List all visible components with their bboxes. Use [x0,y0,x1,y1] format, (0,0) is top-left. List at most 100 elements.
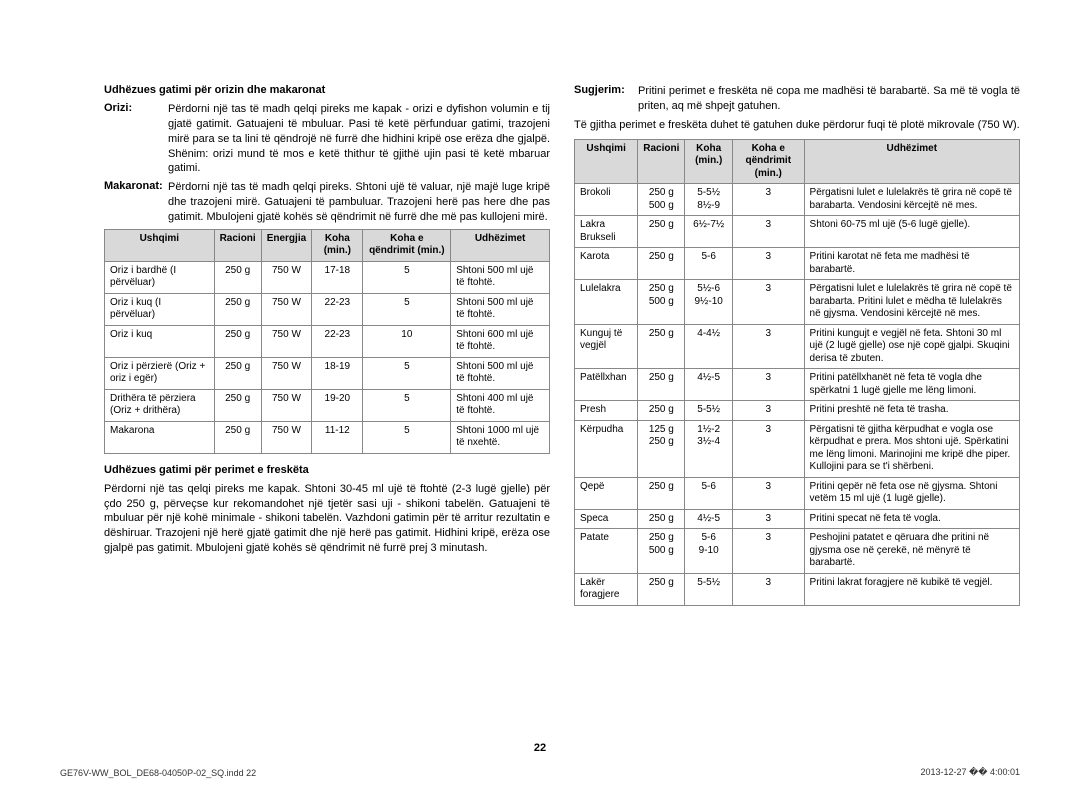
table-cell: Pritini qepër në feta ose në gjysma. Sht… [804,477,1019,509]
table-cell: Përgatisni lulet e lulelakrës të grira n… [804,184,1019,216]
table-cell: Përgatisni lulet e lulelakrës të grira n… [804,280,1019,325]
table-row: Oriz i kuq250 g750 W22-2310Shtoni 600 ml… [105,325,550,357]
table-cell: 250 g 500 g [638,184,685,216]
table-cell: Përgatisni të gjitha kërpudhat e vogla o… [804,420,1019,477]
table-cell: 250 g [214,293,261,325]
table-cell: Shtoni 500 ml ujë të ftohtë. [451,293,550,325]
table-row: Patëllxhan250 g4½-53Pritini patëllxhanët… [575,369,1020,401]
table-cell: 3 [732,184,804,216]
makaronat-definition: Makaronat: Përdorni një tas të madh qelq… [104,180,550,225]
makaronat-label: Makaronat: [104,180,168,225]
table-cell: 17-18 [312,261,363,293]
table-cell: Oriz i kuq [105,325,215,357]
table-cell: 3 [732,248,804,280]
table-cell: 3 [732,477,804,509]
table-row: Makarona250 g750 W11-125Shtoni 1000 ml u… [105,421,550,453]
rice-pasta-table: Ushqimi Racioni Energjia Koha (min.) Koh… [104,229,550,454]
table-row: Karota250 g5-63Pritini karotat në feta m… [575,248,1020,280]
table-cell: 3 [732,420,804,477]
sugjerim-label: Sugjerim: [574,84,638,114]
table-cell: Shtoni 60-75 ml ujë (5-6 lugë gjelle). [804,216,1019,248]
col-qendrimit: Koha e qëndrimit (min.) [732,139,804,184]
table-cell: 750 W [261,389,311,421]
table-cell: 4-4½ [685,324,733,369]
sugjerim-row: Sugjerim: Pritini perimet e freskëta në … [574,84,1020,114]
table-cell: 3 [732,216,804,248]
table-row: Oriz i kuq (I përvëluar)250 g750 W22-235… [105,293,550,325]
table-cell: 250 g [214,357,261,389]
table-cell: 4½-5 [685,369,733,401]
table-cell: 22-23 [312,325,363,357]
table-cell: Shtoni 600 ml ujë të ftohtë. [451,325,550,357]
table-cell: 250 g 500 g [638,529,685,574]
table-cell: 3 [732,573,804,605]
page-number: 22 [0,742,1080,754]
table-cell: 6½-7½ [685,216,733,248]
table-row: Kërpudha125 g 250 g1½-2 3½-43Përgatisni … [575,420,1020,477]
table-cell: 250 g [638,477,685,509]
table-cell: Peshojini patatet e qëruara dhe pritini … [804,529,1019,574]
table-cell: 3 [732,529,804,574]
table-row: Patate250 g 500 g5-6 9-103Peshojini pata… [575,529,1020,574]
table-row: Lakër foragjere250 g5-5½3Pritini lakrat … [575,573,1020,605]
col-racioni: Racioni [638,139,685,184]
left-title-2: Udhëzues gatimi për perimet e freskëta [104,464,550,476]
orizi-definition: Orizi: Përdorni një tas të madh qelqi pi… [104,102,550,176]
table-cell: Pritini patëllxhanët në feta të vogla dh… [804,369,1019,401]
table-cell: Pritini karotat në feta me madhësi të ba… [804,248,1019,280]
table-cell: 250 g [214,389,261,421]
table-cell: Presh [575,401,638,421]
table-cell: 5 [363,357,451,389]
col-koha: Koha (min.) [312,229,363,261]
table-row: Oriz i bardhë (I përvëluar)250 g750 W17-… [105,261,550,293]
table-row: Qepë250 g5-63Pritini qepër në feta ose n… [575,477,1020,509]
table-cell: Shtoni 500 ml ujë të ftohtë. [451,357,550,389]
table-row: Lulelakra250 g 500 g5½-6 9½-103Përgatisn… [575,280,1020,325]
table-cell: Karota [575,248,638,280]
table-cell: 750 W [261,325,311,357]
table-cell: Speca [575,509,638,529]
footer-left: GE76V-WW_BOL_DE68-04050P-02_SQ.indd 22 [60,768,256,778]
table-cell: 22-23 [312,293,363,325]
col-ushqimi: Ushqimi [575,139,638,184]
table-cell: 125 g 250 g [638,420,685,477]
table-cell: Patëllxhan [575,369,638,401]
table-cell: Pritini preshtë në feta të trasha. [804,401,1019,421]
table-cell: 5-5½ [685,573,733,605]
table-cell: Oriz i kuq (I përvëluar) [105,293,215,325]
table-cell: Patate [575,529,638,574]
sugjerim-text: Pritini perimet e freskëta në copa me ma… [638,84,1020,114]
table-cell: Drithëra të përziera (Oriz + drithëra) [105,389,215,421]
table-cell: 3 [732,280,804,325]
table-cell: Lakra Brukseli [575,216,638,248]
table-cell: 750 W [261,357,311,389]
table-cell: 250 g [638,248,685,280]
table-row: Lakra Brukseli250 g6½-7½3Shtoni 60-75 ml… [575,216,1020,248]
table-cell: 18-19 [312,357,363,389]
table-cell: 5 [363,421,451,453]
table-cell: 250 g [638,369,685,401]
table-cell: Oriz i bardhë (I përvëluar) [105,261,215,293]
table-row: Speca250 g4½-53Pritini specat në feta të… [575,509,1020,529]
table-cell: 5-6 9-10 [685,529,733,574]
table-cell: Pritini specat në feta të vogla. [804,509,1019,529]
table-cell: 250 g [638,324,685,369]
table-cell: 250 g 500 g [638,280,685,325]
table-cell: Pritini lakrat foragjere në kubikë të ve… [804,573,1019,605]
table-row: Kunguj të vegjël250 g4-4½3Pritini kunguj… [575,324,1020,369]
table-row: Presh250 g5-5½3Pritini preshtë në feta t… [575,401,1020,421]
table-cell: 750 W [261,261,311,293]
table-cell: 1½-2 3½-4 [685,420,733,477]
vegetables-power-note: Të gjitha perimet e freskëta duhet të ga… [574,118,1020,133]
col-qendrimit: Koha e qëndrimit (min.) [363,229,451,261]
col-koha: Koha (min.) [685,139,733,184]
col-udhezimet: Udhëzimet [804,139,1019,184]
table-cell: 250 g [214,325,261,357]
table-cell: 5 [363,389,451,421]
col-energjia: Energjia [261,229,311,261]
table-cell: 5-5½ 8½-9 [685,184,733,216]
table-row: Drithëra të përziera (Oriz + drithëra)25… [105,389,550,421]
left-column: Udhëzues gatimi për orizin dhe makaronat… [104,84,550,616]
table-cell: 250 g [214,421,261,453]
table-cell: 10 [363,325,451,357]
